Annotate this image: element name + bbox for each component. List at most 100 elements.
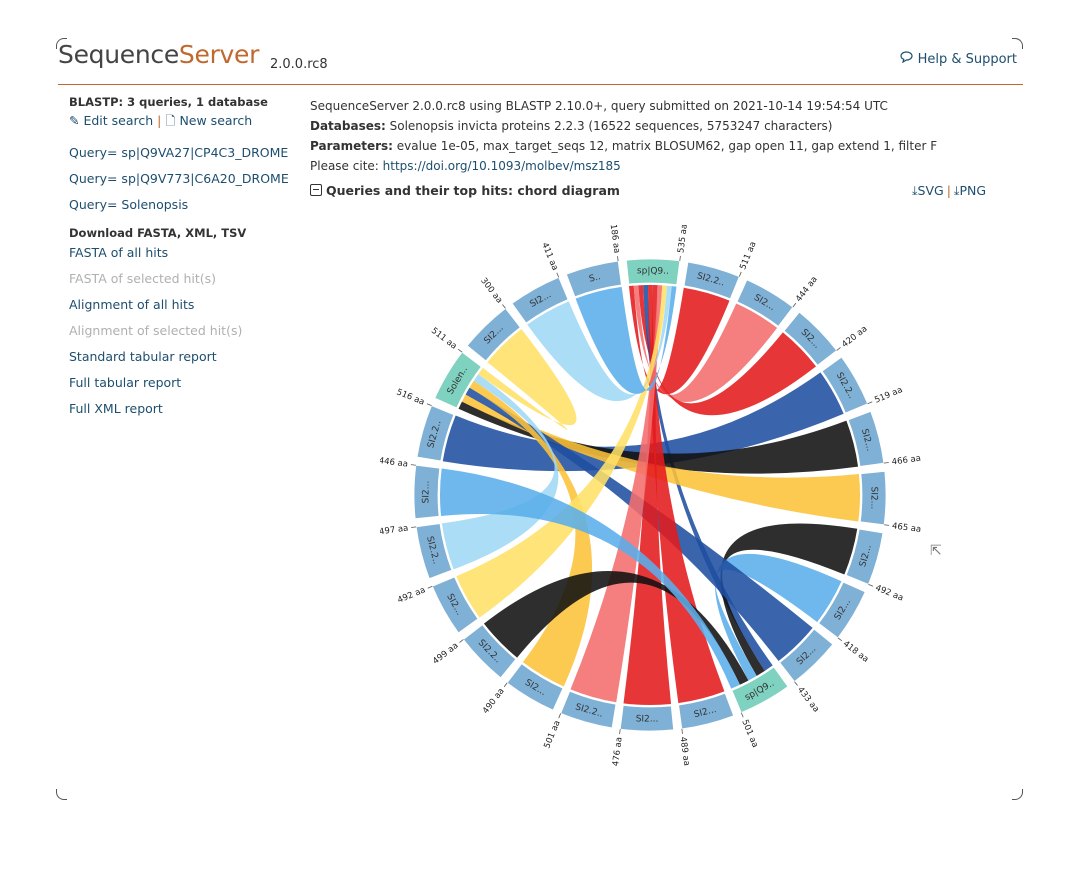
hit-arc[interactable]: [779, 628, 834, 683]
chord-section-toggle[interactable]: Queries and their top hits: chord diagra…: [310, 183, 620, 198]
chord-ribbon[interactable]: [478, 328, 577, 431]
chord-ribbon[interactable]: [440, 468, 740, 689]
chord-ribbon[interactable]: [570, 285, 663, 703]
help-support-link[interactable]: Help & Support: [899, 51, 1017, 67]
logo-sequence-text: Sequence: [58, 40, 179, 69]
hit-arc[interactable]: [511, 276, 569, 324]
pencil-icon: ✎: [69, 113, 80, 128]
download-icon: ⤓: [953, 183, 960, 198]
hit-arc[interactable]: [736, 279, 794, 327]
query-link-3[interactable]: Query= Solenopsis: [69, 197, 189, 212]
chord-ribbon[interactable]: [575, 286, 677, 394]
chord-ribbon[interactable]: [647, 285, 725, 704]
hit-arc[interactable]: [565, 260, 622, 298]
query-arc[interactable]: [434, 351, 482, 409]
arc-label: sp|Q9..: [637, 266, 669, 276]
arc-tick: [619, 729, 621, 735]
arc-length-label: 476 aa: [611, 736, 625, 766]
chord-ribbon[interactable]: [441, 374, 559, 570]
chord-ribbon[interactable]: [527, 285, 672, 402]
arc-length-label: 420 aa: [840, 324, 869, 350]
chord-ribbon[interactable]: [623, 285, 672, 706]
download-alignment-all[interactable]: Alignment of all hits: [69, 297, 195, 312]
png-download-button[interactable]: ⤓PNG: [954, 183, 986, 198]
sequenceserver-logo[interactable]: SequenceServer: [58, 40, 259, 69]
edit-search-link[interactable]: ✎ Edit search: [69, 113, 153, 128]
chord-ribbon[interactable]: [715, 553, 842, 681]
sidebar: BLASTP: 3 queries, 1 database ✎ Edit sea…: [69, 95, 299, 422]
hit-arc[interactable]: [431, 576, 479, 634]
download-full-tabular[interactable]: Full tabular report: [69, 375, 182, 390]
new-search-label: New search: [179, 113, 253, 128]
logo-server-text: Server: [178, 40, 260, 69]
query-arc[interactable]: [625, 258, 681, 286]
download-fasta-selected: FASTA of selected hit(s): [69, 271, 217, 286]
arc-tick: [411, 526, 417, 528]
cite-link[interactable]: https://doi.org/10.1093/molbev/msz185: [382, 159, 621, 173]
chord-ribbon[interactable]: [461, 394, 860, 522]
new-search-link[interactable]: 🗋 New search: [165, 113, 252, 128]
databases-label: Databases:: [310, 119, 386, 133]
download-fasta-all[interactable]: FASTA of all hits: [69, 245, 169, 260]
hit-arc[interactable]: [783, 311, 838, 366]
svg-download-button[interactable]: ⤓SVG: [912, 183, 944, 198]
arc-length-label: 490 aa: [481, 687, 507, 716]
query-link-1[interactable]: Query= sp|Q9VA27|CP4C3_DROME: [69, 145, 289, 160]
arc-length-label: 433 aa: [795, 685, 821, 714]
hit-arc[interactable]: [859, 470, 887, 526]
chord-download-buttons: ⤓SVG | ⤓PNG: [912, 183, 986, 199]
arc-tick: [679, 255, 681, 261]
hit-arc[interactable]: [683, 261, 740, 300]
report-line-parameters: Parameters: evalue 1e-05, max_target_seq…: [310, 136, 1010, 156]
hit-arc[interactable]: [845, 528, 884, 585]
chord-ribbon[interactable]: [720, 523, 858, 676]
separator: |: [157, 113, 162, 128]
query-link-2[interactable]: Query= sp|Q9V773|C6A20_DROME: [69, 171, 289, 186]
hit-arc[interactable]: [847, 410, 885, 467]
report-line-program: SequenceServer 2.0.0.rc8 using BLASTP 2.…: [310, 99, 888, 113]
arc-length-label: 535 aa: [676, 225, 690, 254]
arc-tick: [503, 682, 508, 688]
arc-tick: [740, 712, 744, 718]
chord-ribbon[interactable]: [633, 285, 778, 403]
hit-arc[interactable]: [413, 464, 441, 520]
hit-arc[interactable]: [560, 690, 617, 729]
chord-ribbon[interactable]: [628, 285, 730, 395]
arc-tick: [867, 401, 873, 405]
hit-arc[interactable]: [506, 663, 564, 711]
arc-tick: [459, 639, 464, 643]
separator: |: [946, 183, 951, 198]
app-version: 2.0.0.rc8: [270, 57, 328, 72]
download-standard-tabular[interactable]: Standard tabular report: [69, 349, 217, 364]
download-title: Download FASTA, XML, TSV: [69, 226, 247, 240]
hit-arc[interactable]: [462, 624, 517, 679]
hit-arc[interactable]: [466, 307, 521, 362]
edit-search-label: Edit search: [83, 113, 154, 128]
arc-label: S..: [588, 272, 602, 285]
help-support-label: Help & Support: [917, 52, 1017, 67]
arc-length-label: 489 aa: [677, 736, 691, 766]
download-full-xml[interactable]: Full XML report: [69, 401, 163, 416]
arc-tick: [738, 271, 742, 277]
chord-ribbon[interactable]: [638, 285, 817, 416]
arc-length-label: 465 aa: [891, 521, 921, 535]
hit-arc[interactable]: [416, 405, 455, 462]
chord-ribbon[interactable]: [465, 387, 813, 662]
arc-length-label: 411 aa: [539, 241, 560, 272]
hit-arc[interactable]: [678, 692, 735, 730]
arc-tick: [836, 347, 841, 351]
cite-label: Please cite:: [310, 159, 383, 173]
collapse-icon: [310, 184, 322, 196]
frame-corner: [56, 789, 67, 800]
hit-arc[interactable]: [821, 356, 869, 414]
hit-arc[interactable]: [415, 523, 453, 580]
query-arc[interactable]: [731, 666, 789, 714]
chord-ribbon[interactable]: [456, 285, 668, 618]
arc-length-label: 497 aa: [380, 523, 409, 537]
hit-arc[interactable]: [619, 704, 675, 732]
hit-arc[interactable]: [818, 581, 866, 639]
arc-length-label: 511 aa: [738, 240, 758, 271]
arc-tick: [457, 348, 463, 353]
parameters-label: Parameters:: [310, 139, 393, 153]
chord-ribbon[interactable]: [458, 401, 859, 474]
